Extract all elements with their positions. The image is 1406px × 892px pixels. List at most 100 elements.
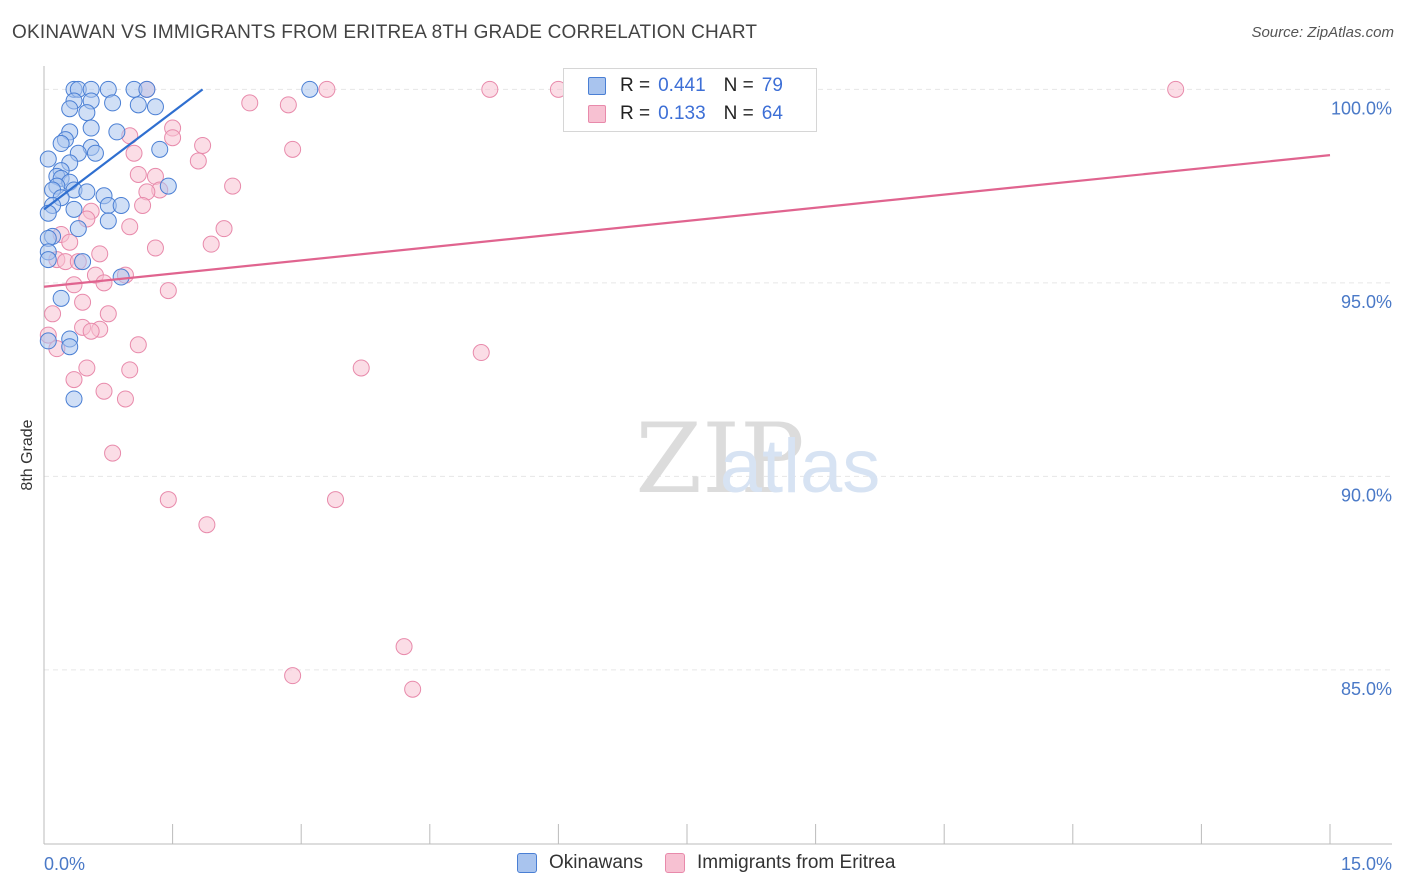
eritrea-point [404, 680, 422, 698]
source-note: Source: ZipAtlas.com [1251, 24, 1394, 41]
okinawan-point [61, 100, 79, 118]
eritrea-point [481, 80, 499, 98]
eritrea-point [146, 239, 164, 257]
eritrea-point [95, 274, 113, 292]
r-label: R = [620, 103, 651, 124]
eritrea-legend-swatch [665, 853, 685, 873]
okinawan-point [69, 220, 87, 238]
okinawan-point [39, 332, 57, 350]
r-label: R = [620, 75, 651, 96]
eritrea-point [326, 491, 344, 509]
r-value: 0.441 [658, 75, 706, 96]
n-value: 79 [761, 75, 783, 96]
axes [43, 66, 1392, 845]
okinawan-point [65, 390, 83, 408]
y-tick-label: 90.0% [1341, 485, 1392, 505]
okinawan-point [52, 289, 70, 307]
okinawan-point [301, 80, 319, 98]
eritrea-point [194, 136, 212, 154]
okinawan-point [39, 251, 57, 269]
n-label: N = [723, 103, 754, 124]
eritrea-point [44, 305, 62, 323]
eritrea-point [159, 282, 177, 300]
n-value: 64 [761, 103, 783, 124]
eritrea-point [129, 336, 147, 354]
eritrea-point [116, 390, 134, 408]
n-label: N = [723, 75, 754, 96]
eritrea-point [241, 94, 259, 112]
eritrea-point [125, 144, 143, 162]
eritrea-point [95, 382, 113, 400]
gridlines [44, 88, 1392, 671]
eritrea-trend-line [43, 154, 1331, 288]
eritrea-point [215, 220, 233, 238]
okinawan-swatch [588, 77, 606, 95]
okinawan-point [112, 268, 130, 286]
eritrea-point [284, 667, 302, 685]
stats-row-okinawan: R = 0.441 N = 79 [588, 73, 783, 99]
eritrea-point [284, 140, 302, 158]
eritrea-swatch [588, 105, 606, 123]
eritrea-point [472, 344, 490, 362]
eritrea-point [202, 235, 220, 253]
okinawan-point [112, 196, 130, 214]
watermark-atlas: atlas [720, 424, 881, 509]
y-tick-label: 85.0% [1341, 679, 1392, 699]
y-tick-label: 100.0% [1331, 98, 1392, 118]
eritrea-point [224, 177, 242, 195]
eritrea-point [164, 129, 182, 147]
legend-item-okinawans[interactable]: Okinawans [517, 852, 643, 874]
x-tick-label: 0.0% [44, 854, 85, 874]
eritrea-point [198, 516, 216, 534]
okinawan-point [138, 80, 156, 98]
series-legend: Okinawans Immigrants from Eritrea [517, 852, 917, 874]
x-tick-label: 15.0% [1341, 854, 1392, 874]
eritrea-point [134, 196, 152, 214]
eritrea-point [65, 371, 83, 389]
okinawan-point [159, 177, 177, 195]
legend-label-eritrea: Immigrants from Eritrea [697, 852, 896, 873]
eritrea-point [121, 218, 139, 236]
okinawan-point [39, 150, 57, 168]
eritrea-point [99, 305, 117, 323]
legend-item-eritrea[interactable]: Immigrants from Eritrea [665, 852, 895, 874]
okinawan-point [82, 119, 100, 137]
okinawan-legend-swatch [517, 853, 537, 873]
eritrea-point [104, 444, 122, 462]
eritrea-point [189, 152, 207, 170]
eritrea-point [159, 491, 177, 509]
watermark-zip: ZIP [635, 403, 804, 515]
eritrea-point [318, 80, 336, 98]
eritrea-points [39, 80, 1185, 698]
eritrea-point [395, 638, 413, 656]
eritrea-point [74, 293, 92, 311]
eritrea-point [129, 165, 147, 183]
okinawan-point [104, 94, 122, 112]
okinawan-point [151, 140, 169, 158]
chart-title: OKINAWAN VS IMMIGRANTS FROM ERITREA 8TH … [12, 22, 758, 43]
okinawan-point [129, 96, 147, 114]
trend-lines [43, 88, 1331, 288]
okinawan-point [52, 135, 70, 153]
stats-row-eritrea: R = 0.133 N = 64 [588, 101, 783, 127]
eritrea-point [352, 359, 370, 377]
eritrea-point [61, 233, 79, 251]
okinawan-points [39, 80, 319, 408]
eritrea-point [82, 322, 100, 340]
tick-labels: 85.0% 90.0% 95.0% 100.0% 0.0% 15.0% [44, 98, 1392, 874]
y-tick-label: 95.0% [1341, 292, 1392, 312]
eritrea-point [1167, 80, 1185, 98]
eritrea-point [91, 245, 109, 263]
eritrea-point [121, 361, 139, 379]
okinawan-point [108, 123, 126, 141]
okinawan-trend-line [43, 88, 204, 211]
okinawan-point [146, 98, 164, 116]
okinawan-point [78, 183, 96, 201]
okinawan-point [99, 212, 117, 230]
okinawan-point [61, 338, 79, 356]
eritrea-point [78, 359, 96, 377]
okinawan-point [86, 144, 104, 162]
okinawan-point [65, 200, 83, 218]
eritrea-point [279, 96, 297, 114]
